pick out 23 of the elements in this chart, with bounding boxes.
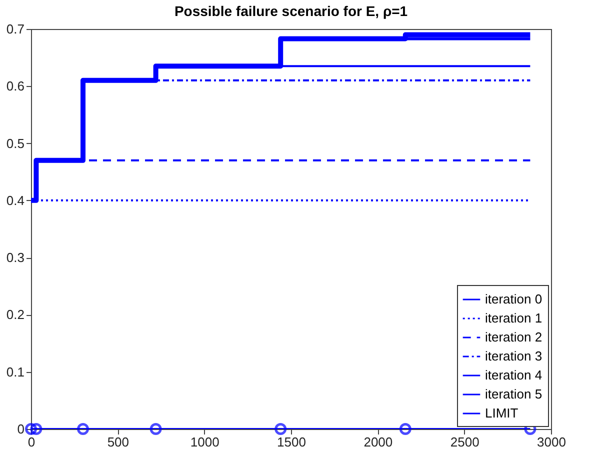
- x-tick-label: 2000: [364, 434, 393, 450]
- legend-label: iteration 1: [485, 310, 542, 326]
- x-tick-label: 0: [28, 434, 36, 450]
- x-tick-label: 3000: [537, 434, 566, 450]
- y-tick-label: 0.2: [6, 307, 24, 322]
- x-tick-label: 2500: [450, 434, 480, 450]
- x-tick-label: 1000: [190, 434, 220, 450]
- y-tick-label: 0.4: [6, 192, 24, 208]
- legend-label: iteration 4: [485, 368, 542, 382]
- legend-label: iteration 3: [485, 348, 542, 364]
- x-tick-label: 500: [107, 434, 130, 450]
- x-tick-label: 1500: [277, 434, 306, 450]
- y-tick-label: 0.7: [6, 22, 24, 36]
- y-tick-label: 0.1: [6, 364, 24, 380]
- legend-label: iteration 0: [485, 292, 542, 306]
- legend-label: iteration 2: [485, 330, 542, 344]
- y-tick-label: 0.3: [6, 250, 24, 266]
- y-tick-label: 0.5: [6, 136, 24, 151]
- y-tick-label: 0.6: [6, 78, 24, 94]
- legend-label: LIMIT: [485, 406, 518, 420]
- y-tick-label: 0: [17, 422, 24, 436]
- legend-label: iteration 5: [485, 386, 542, 402]
- chart-title: Possible failure scenario for E, ρ=1: [174, 3, 408, 19]
